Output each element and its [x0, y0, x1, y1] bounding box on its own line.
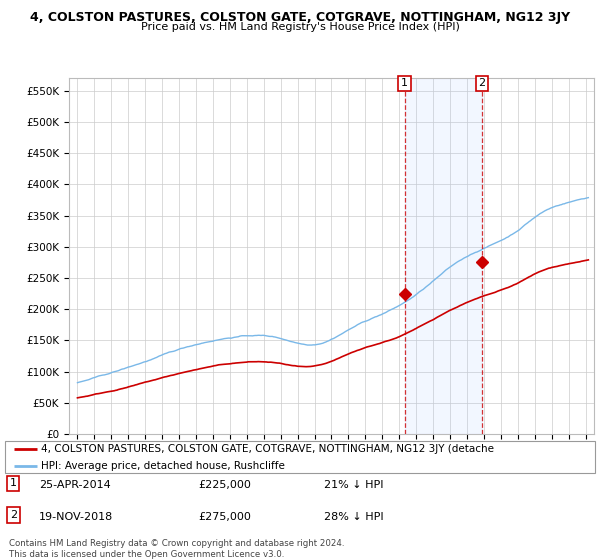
Text: 4, COLSTON PASTURES, COLSTON GATE, COTGRAVE, NOTTINGHAM, NG12 3JY (detache: 4, COLSTON PASTURES, COLSTON GATE, COTGR…	[41, 445, 494, 455]
Text: 2: 2	[478, 78, 485, 88]
Text: 1: 1	[10, 478, 17, 488]
Text: 1: 1	[401, 78, 408, 88]
Text: 19-NOV-2018: 19-NOV-2018	[39, 512, 113, 522]
Text: Contains HM Land Registry data © Crown copyright and database right 2024.
This d: Contains HM Land Registry data © Crown c…	[9, 539, 344, 559]
Bar	[404, 78, 482, 434]
FancyBboxPatch shape	[5, 441, 595, 473]
Text: £225,000: £225,000	[198, 480, 251, 490]
Text: 28% ↓ HPI: 28% ↓ HPI	[324, 512, 383, 522]
Text: HPI: Average price, detached house, Rushcliffe: HPI: Average price, detached house, Rush…	[41, 461, 285, 471]
Text: 21% ↓ HPI: 21% ↓ HPI	[324, 480, 383, 490]
Text: 2: 2	[10, 510, 17, 520]
Text: £275,000: £275,000	[198, 512, 251, 522]
Text: Price paid vs. HM Land Registry's House Price Index (HPI): Price paid vs. HM Land Registry's House …	[140, 22, 460, 32]
Text: 25-APR-2014: 25-APR-2014	[39, 480, 111, 490]
Text: 4, COLSTON PASTURES, COLSTON GATE, COTGRAVE, NOTTINGHAM, NG12 3JY: 4, COLSTON PASTURES, COLSTON GATE, COTGR…	[30, 11, 570, 24]
